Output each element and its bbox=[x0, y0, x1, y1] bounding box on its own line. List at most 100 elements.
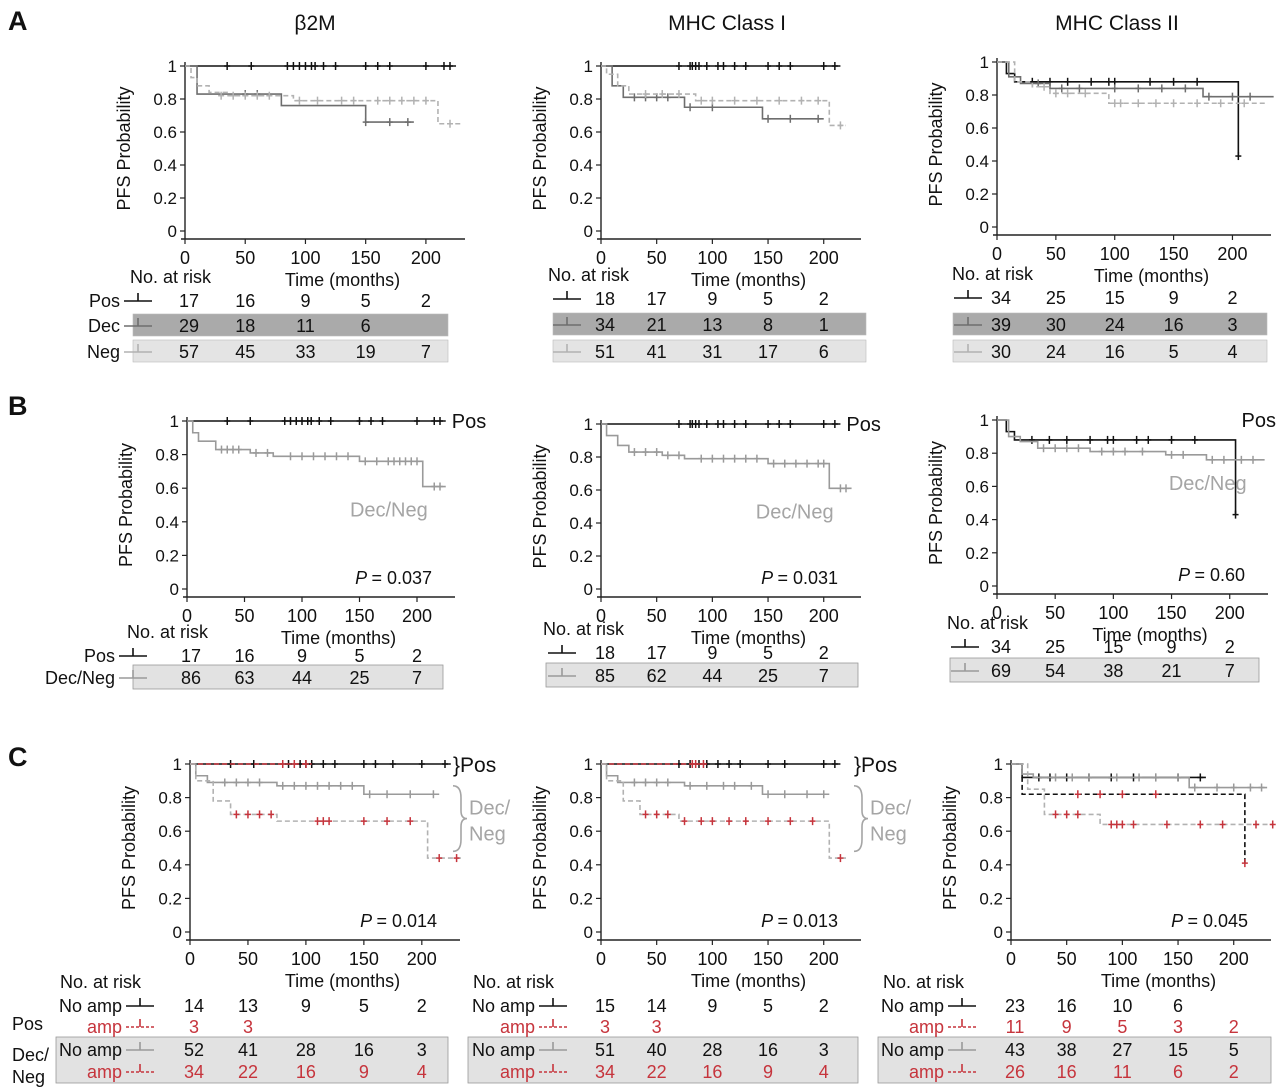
risk-value: 8 bbox=[763, 315, 773, 335]
y-tick-label: 0.2 bbox=[569, 547, 593, 566]
risk-value: 9 bbox=[297, 646, 307, 666]
risk-value: 16 bbox=[758, 1040, 778, 1060]
p-value-label: P = 0.013 bbox=[761, 911, 838, 931]
column-title-mhc-class-1: MHC Class I bbox=[668, 12, 786, 35]
km-plot-7: 0 0.2 0.4 0.6 0.8 1 0 50 100 150 200 PFS Probabilit… bbox=[12, 754, 511, 1087]
y-tick-label: 1 bbox=[980, 53, 989, 72]
risk-value: 2 bbox=[417, 996, 427, 1016]
risk-value: 1 bbox=[819, 315, 829, 335]
x-tick-label: 0 bbox=[180, 248, 190, 268]
km-curve bbox=[997, 419, 1237, 515]
risk-row-label: No amp bbox=[59, 1040, 122, 1060]
risk-band bbox=[132, 313, 449, 337]
risk-value: 54 bbox=[1045, 661, 1065, 681]
risk-row-label: No amp bbox=[472, 1040, 535, 1060]
risk-value: 6 bbox=[361, 316, 371, 336]
risk-header: No. at risk bbox=[473, 972, 555, 992]
y-tick-label: 0.6 bbox=[569, 822, 593, 841]
risk-value: 25 bbox=[349, 668, 369, 688]
risk-row-label: Neg bbox=[87, 342, 120, 362]
risk-value: 16 bbox=[1057, 1062, 1077, 1082]
km-curve bbox=[1011, 763, 1206, 779]
x-tick-label: 100 bbox=[290, 248, 320, 268]
km-plot-2: 0 0.2 0.4 0.6 0.8 1 0 50 100 150 200 PFS Probabilit… bbox=[530, 57, 867, 363]
y-tick-label: 0.6 bbox=[158, 822, 182, 841]
risk-value: 40 bbox=[647, 1040, 667, 1060]
x-tick-label: 50 bbox=[1057, 949, 1077, 969]
risk-value: 3 bbox=[1173, 1017, 1183, 1037]
risk-value: 18 bbox=[595, 289, 615, 309]
km-plot-3: 0 0.2 0.4 0.6 0.8 1 0 50 100 150 200 PFS Probabilit… bbox=[926, 53, 1274, 363]
x-tick-label: 100 bbox=[1107, 949, 1137, 969]
x-axis-label: Time (months) bbox=[281, 628, 396, 648]
y-axis-label: PFS Probability bbox=[530, 786, 550, 910]
risk-value: 9 bbox=[707, 289, 717, 309]
risk-value: 34 bbox=[991, 288, 1011, 308]
y-tick-label: 0.6 bbox=[155, 479, 179, 498]
risk-value: 14 bbox=[647, 996, 667, 1016]
y-tick-label: 1 bbox=[173, 755, 182, 774]
risk-band bbox=[552, 339, 867, 363]
y-tick-label: 0 bbox=[584, 923, 593, 942]
risk-header: No. at risk bbox=[883, 972, 965, 992]
risk-value: 6 bbox=[1173, 996, 1183, 1016]
risk-band bbox=[552, 312, 867, 336]
risk-value: 9 bbox=[1062, 1017, 1072, 1037]
risk-row-label: Dec/Neg bbox=[45, 668, 115, 688]
risk-group-pos: Pos bbox=[12, 1014, 43, 1034]
y-tick-label: 0.2 bbox=[569, 189, 593, 208]
risk-row-label: amp bbox=[500, 1017, 535, 1037]
y-tick-label: 0 bbox=[980, 218, 989, 237]
km-curve bbox=[997, 61, 1274, 98]
risk-value: 24 bbox=[1105, 315, 1125, 335]
risk-value: 22 bbox=[238, 1062, 258, 1082]
x-tick-label: 100 bbox=[1098, 603, 1128, 623]
risk-value: 13 bbox=[238, 996, 258, 1016]
x-tick-label: 150 bbox=[1159, 244, 1189, 264]
risk-value: 2 bbox=[819, 996, 829, 1016]
y-tick-label: 0 bbox=[994, 923, 1003, 942]
risk-band bbox=[952, 312, 1268, 336]
risk-value: 5 bbox=[1229, 1040, 1239, 1060]
p-value-label: P = 0.045 bbox=[1171, 911, 1248, 931]
risk-value: 85 bbox=[595, 666, 615, 686]
series-label-decneg: Dec/Neg bbox=[756, 501, 834, 523]
x-tick-label: 50 bbox=[647, 949, 667, 969]
risk-value: 29 bbox=[179, 316, 199, 336]
panel-letter-c: C bbox=[8, 742, 28, 772]
risk-value: 57 bbox=[179, 342, 199, 362]
km-curve bbox=[997, 61, 1240, 157]
risk-band bbox=[132, 339, 449, 363]
risk-header: No. at risk bbox=[543, 619, 625, 639]
risk-value: 17 bbox=[647, 289, 667, 309]
risk-value: 28 bbox=[296, 1040, 316, 1060]
p-value-label: P = 0.037 bbox=[355, 568, 432, 588]
risk-value: 18 bbox=[595, 643, 615, 663]
x-tick-label: 0 bbox=[185, 949, 195, 969]
risk-value: 3 bbox=[819, 1040, 829, 1060]
x-axis-label: Time (months) bbox=[285, 971, 400, 991]
bracket-decneg bbox=[452, 785, 468, 853]
x-tick-label: 150 bbox=[753, 606, 783, 626]
x-tick-label: 0 bbox=[596, 248, 606, 268]
risk-band bbox=[949, 657, 1260, 683]
y-tick-label: 0.2 bbox=[158, 889, 182, 908]
risk-value: 2 bbox=[819, 289, 829, 309]
x-tick-label: 150 bbox=[349, 949, 379, 969]
x-tick-label: 50 bbox=[1045, 603, 1065, 623]
risk-value: 18 bbox=[235, 316, 255, 336]
risk-value: 2 bbox=[1229, 1062, 1239, 1082]
risk-value: 5 bbox=[763, 289, 773, 309]
risk-row-label: amp bbox=[500, 1062, 535, 1082]
risk-value: 11 bbox=[296, 316, 315, 336]
risk-value: 33 bbox=[295, 342, 315, 362]
risk-value: 3 bbox=[600, 1017, 610, 1037]
risk-value: 4 bbox=[417, 1062, 427, 1082]
risk-value: 45 bbox=[235, 342, 255, 362]
risk-value: 2 bbox=[1225, 637, 1235, 657]
risk-value: 21 bbox=[647, 315, 667, 335]
risk-value: 9 bbox=[1167, 637, 1177, 657]
km-curve bbox=[185, 65, 414, 123]
